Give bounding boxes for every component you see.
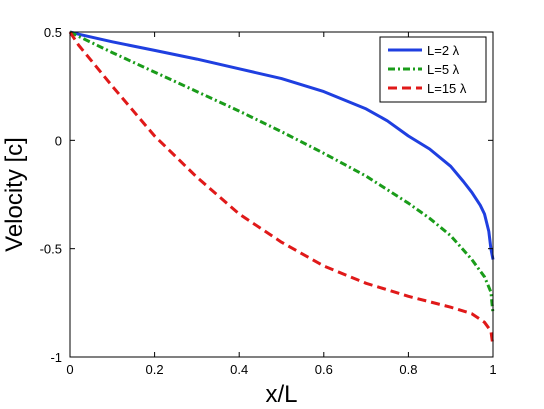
series-line-3 [68,31,495,347]
x-tick-label: 0.8 [399,362,417,377]
x-axis-title: x/L [265,381,297,408]
series-line-1 [69,30,495,260]
plot-frame [69,31,494,358]
y-axis-title: Velocity [c] [1,137,28,252]
legend-label-3: L=15 λ [427,81,467,96]
legend-label-2: L=5 λ [427,62,460,77]
series-line-2 [69,30,495,314]
y-tick-label: -0.5 [40,242,62,257]
legend: L=2 λ L=5 λ L=15 λ [379,36,487,103]
series-layer [68,30,495,347]
legend-label-1: L=2 λ [427,43,460,58]
x-tick-label: 1 [489,362,496,377]
ticks-layer: 0 0.2 0.4 0.6 0.8 1 0.5 0 -0.5 -1 [40,25,497,377]
x-tick-label: 0 [66,362,73,377]
y-tick-label: 0.5 [44,25,62,40]
x-tick-label: 0.6 [315,362,333,377]
y-tick-label: -1 [50,350,62,365]
y-tick-label: 0 [55,133,62,148]
legend-box [379,36,487,103]
x-tick-label: 0.4 [230,362,248,377]
x-tick-label: 0.2 [146,362,164,377]
